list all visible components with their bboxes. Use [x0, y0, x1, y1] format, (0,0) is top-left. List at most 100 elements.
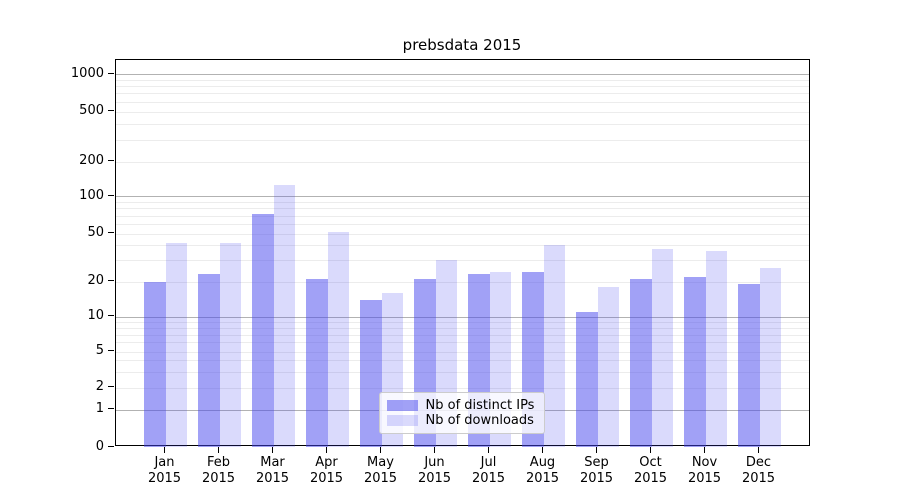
- gridline-minor-700: [115, 93, 809, 95]
- x-tick-year: 2015: [363, 470, 398, 486]
- chart-title: prebsdata 2015: [402, 36, 522, 54]
- x-tick-mark-jan: [163, 447, 166, 453]
- bar-dec-distinct-ips: [738, 284, 760, 447]
- x-tick-month: Feb: [206, 455, 231, 470]
- gridline-minor-3: [115, 371, 809, 373]
- gridline-minor-8: [115, 327, 809, 329]
- y-tick-mark-500: [108, 110, 114, 112]
- x-tick-mark-oct: [649, 447, 652, 453]
- gridline-minor-7: [115, 334, 809, 336]
- bar-mar-distinct-ips: [252, 214, 274, 447]
- bar-sep-downloads: [597, 287, 619, 447]
- y-tick-mark-10: [108, 315, 114, 317]
- x-tick-mark-sep: [595, 447, 598, 453]
- bar-may-distinct-ips: [360, 299, 382, 447]
- x-tick-label-feb: Feb 2015: [189, 455, 249, 486]
- x-tick-year: 2015: [525, 470, 560, 486]
- bar-aug-downloads: [543, 245, 565, 447]
- gridline-minor-200: [115, 161, 809, 163]
- x-tick-label-may: May 2015: [351, 455, 411, 486]
- gridline-minor-600: [115, 101, 809, 103]
- bar-feb-distinct-ips: [198, 274, 220, 447]
- gridline-minor-60: [115, 223, 809, 225]
- gridline-minor-400: [115, 123, 809, 125]
- bar-nov-downloads: [705, 250, 727, 447]
- y-tick-label-200: 200: [79, 153, 104, 169]
- x-tick-label-sep: Sep 2015: [567, 455, 627, 486]
- x-tick-mark-nov: [703, 447, 706, 453]
- gridline-minor-6: [115, 342, 809, 344]
- x-tick-label-apr: Apr 2015: [297, 455, 357, 486]
- gridline-major-10: [115, 316, 809, 318]
- x-tick-mark-apr: [325, 447, 328, 453]
- bar-oct-downloads: [651, 249, 673, 447]
- legend-swatch-downloads: [386, 415, 418, 426]
- y-tick-label-2: 2: [95, 379, 104, 394]
- x-tick-month: Oct: [639, 455, 662, 470]
- gridline-minor-300: [115, 139, 809, 141]
- gridline-minor-4: [115, 360, 809, 362]
- gridline-minor-80: [115, 208, 809, 210]
- gridline-minor-40: [115, 245, 809, 247]
- x-tick-year: 2015: [579, 470, 614, 486]
- y-tick-mark-1: [108, 408, 114, 410]
- x-tick-year: 2015: [633, 470, 668, 486]
- legend-row-downloads: Nb of downloads: [386, 413, 536, 428]
- gridline-minor-9: [115, 322, 809, 324]
- gridline-minor-20: [115, 281, 809, 283]
- bar-dec-downloads: [759, 267, 781, 447]
- gridline-major-1000: [115, 74, 809, 75]
- x-tick-label-dec: Dec 2015: [729, 455, 789, 486]
- x-tick-mark-jul: [487, 447, 490, 453]
- x-tick-mark-feb: [217, 447, 220, 453]
- y-tick-label-500: 500: [79, 103, 104, 119]
- legend-swatch-distinct-ips: [386, 400, 418, 411]
- legend: Nb of distinct IPs Nb of downloads: [378, 392, 545, 434]
- y-tick-label-1: 1: [95, 401, 104, 417]
- x-tick-year: 2015: [741, 470, 776, 486]
- legend-label-downloads: Nb of downloads: [425, 413, 534, 428]
- legend-label-distinct-ips: Nb of distinct IPs: [425, 398, 535, 413]
- y-tick-mark-100: [108, 194, 114, 196]
- y-tick-mark-1000: [108, 72, 114, 74]
- y-tick-label-1000: 1000: [70, 65, 104, 81]
- y-tick-mark-20: [108, 280, 114, 282]
- x-tick-month: Nov: [691, 455, 718, 470]
- x-tick-month: Apr: [315, 455, 338, 470]
- bar-feb-downloads: [219, 242, 241, 447]
- gridline-minor-800: [115, 86, 809, 88]
- gridline-minor-2: [115, 387, 809, 389]
- gridline-minor-500: [115, 111, 809, 113]
- bar-jan-downloads: [165, 242, 187, 447]
- gridline-minor-900: [115, 79, 809, 81]
- gridline-minor-5: [115, 351, 809, 353]
- x-tick-year: 2015: [255, 470, 290, 486]
- x-tick-label-mar: Mar 2015: [243, 455, 303, 486]
- bar-mar-downloads: [273, 185, 295, 447]
- x-tick-mark-aug: [541, 447, 544, 453]
- x-tick-month: Jul: [480, 455, 497, 470]
- y-tick-label-5: 5: [95, 343, 104, 359]
- bar-apr-downloads: [327, 231, 349, 447]
- gridline-minor-90: [115, 201, 809, 203]
- gridline-minor-30: [115, 260, 809, 262]
- y-tick-mark-0: [108, 445, 114, 447]
- x-tick-year: 2015: [417, 470, 452, 486]
- y-tick-label-100: 100: [79, 187, 104, 203]
- x-tick-label-aug: Aug 2015: [513, 455, 573, 486]
- x-tick-month: Mar: [260, 455, 285, 470]
- x-tick-month: Jun: [424, 455, 445, 470]
- bar-sep-distinct-ips: [576, 311, 598, 447]
- bar-oct-distinct-ips: [630, 279, 652, 447]
- y-tick-mark-5: [108, 350, 114, 352]
- x-tick-year: 2015: [309, 470, 344, 486]
- gridline-major-100: [115, 196, 809, 198]
- x-tick-label-nov: Nov 2015: [675, 455, 735, 486]
- y-tick-label-50: 50: [87, 225, 104, 241]
- x-tick-month: Jan: [154, 455, 175, 470]
- x-tick-month: May: [367, 455, 394, 470]
- y-tick-mark-50: [108, 232, 114, 234]
- y-tick-label-20: 20: [87, 273, 104, 289]
- x-tick-mark-may: [379, 447, 382, 453]
